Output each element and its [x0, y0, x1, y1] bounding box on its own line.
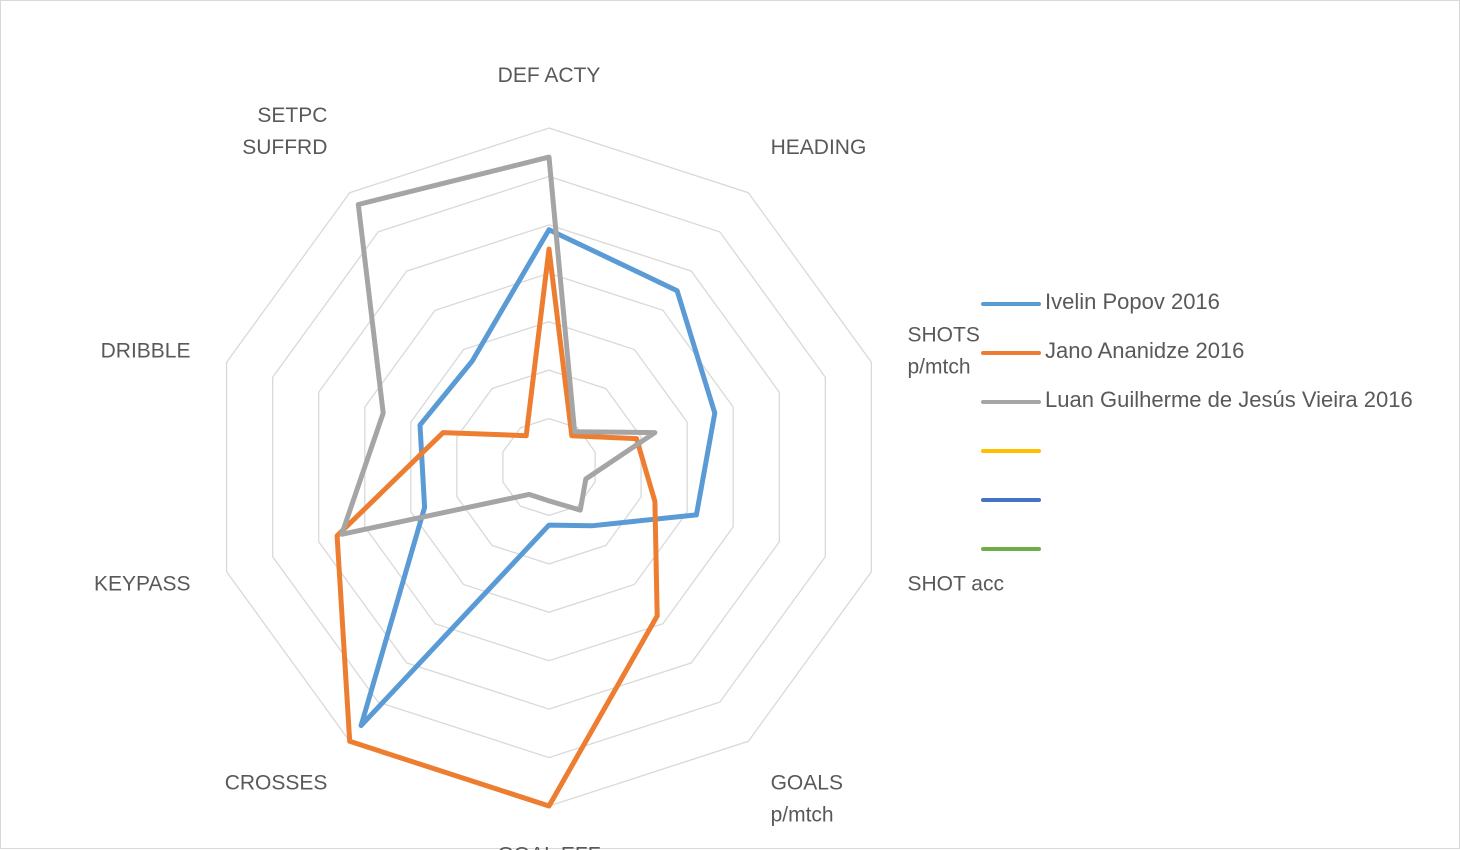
axis-label-2: HEADING — [771, 136, 867, 159]
axis-label-7: CROSSES — [225, 772, 328, 795]
legend-swatch — [981, 302, 1041, 306]
legend-label: Jano Ananidze 2016 — [1045, 338, 1245, 363]
series-line-3 — [339, 154, 658, 537]
axis-label-line: GOAL EFF — [497, 844, 600, 850]
legend-label: Luan Guilherme de Jesús Vieira 2016 — [1045, 387, 1413, 412]
grid-ring-4 — [364, 272, 734, 662]
axis-label-line: p/mtch — [908, 356, 971, 379]
axis-label-1: DEF ACTY — [498, 64, 601, 87]
axis-label-8: KEYPASS — [94, 573, 191, 596]
legend-swatch — [981, 547, 1041, 551]
axis-label-line: KEYPASS — [94, 573, 191, 596]
legend-item-4 — [979, 434, 1449, 468]
series-line-2 — [334, 246, 660, 809]
grid-ring-1 — [502, 417, 596, 517]
axis-label-line: GOALS — [771, 772, 843, 795]
axis-label-line: p/mtch — [771, 804, 834, 827]
legend-item-2: Jano Ananidze 2016 — [979, 336, 1449, 370]
axis-label-5: GOALS p/mtch — [771, 772, 843, 827]
legend-label: Ivelin Popov 2016 — [1045, 289, 1220, 314]
axis-label-line: SUFFRD — [242, 136, 327, 159]
axis-labels: DEF ACTY HEADING SHOTS p/mtch SHOT acc GOALS p… — [94, 64, 1004, 850]
axis-label-line: SHOT acc — [908, 573, 1004, 596]
axis-label-6: GOAL EFF — [497, 844, 600, 850]
legend-swatch — [981, 351, 1041, 355]
grid-ring-2 — [456, 369, 642, 565]
axis-label-9: DRIBBLE — [101, 340, 191, 363]
series-line-1 — [358, 227, 718, 729]
grid-ring-5 — [318, 224, 780, 710]
legend-swatch — [981, 449, 1041, 453]
grid-ring-6 — [272, 175, 826, 759]
axis-label-line: SETPC — [257, 104, 327, 127]
legend-swatch — [981, 400, 1041, 404]
legend-item-1: Ivelin Popov 2016 — [979, 287, 1449, 321]
axis-label-line: SHOTS — [908, 324, 980, 347]
axis-label-line: HEADING — [771, 136, 867, 159]
axis-label-line: DEF ACTY — [498, 64, 601, 87]
legend-item-6 — [979, 532, 1449, 566]
axis-label-3: SHOTS p/mtch — [908, 324, 980, 379]
legend-item-5 — [979, 483, 1449, 517]
grid-ring-3 — [410, 321, 688, 613]
axis-label-10: SETPC SUFFRD — [242, 104, 327, 159]
axis-label-line: CROSSES — [225, 772, 328, 795]
axis-label-line: DRIBBLE — [101, 340, 191, 363]
legend-item-3: Luan Guilherme de Jesús Vieira 2016 — [979, 385, 1449, 419]
legend-swatch — [981, 498, 1041, 502]
radar-series-group — [334, 154, 718, 809]
axis-label-4: SHOT acc — [908, 573, 1004, 596]
